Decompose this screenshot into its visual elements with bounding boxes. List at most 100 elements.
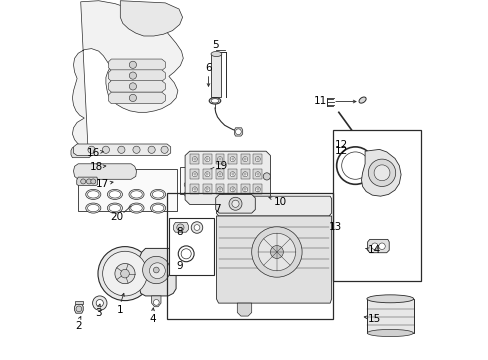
Ellipse shape: [129, 203, 144, 213]
Circle shape: [129, 94, 136, 102]
Ellipse shape: [152, 204, 163, 212]
Circle shape: [258, 233, 295, 271]
Bar: [366, 299, 413, 333]
Text: 14: 14: [367, 245, 381, 255]
Ellipse shape: [129, 189, 144, 199]
Bar: [168, 218, 213, 275]
Circle shape: [81, 179, 85, 184]
Ellipse shape: [184, 191, 193, 197]
Bar: [215, 154, 224, 164]
Circle shape: [367, 159, 395, 186]
Ellipse shape: [150, 189, 165, 199]
Circle shape: [242, 157, 247, 162]
Bar: [167, 193, 332, 319]
Circle shape: [121, 269, 129, 278]
Ellipse shape: [130, 204, 142, 212]
Circle shape: [242, 187, 247, 192]
Circle shape: [230, 157, 235, 162]
Polygon shape: [139, 248, 176, 296]
Text: 2: 2: [76, 321, 82, 331]
Polygon shape: [108, 81, 165, 92]
Circle shape: [255, 172, 260, 177]
Circle shape: [192, 187, 197, 192]
Circle shape: [228, 197, 242, 210]
Polygon shape: [73, 144, 170, 156]
Bar: [241, 154, 249, 164]
Polygon shape: [237, 303, 251, 316]
Circle shape: [204, 157, 209, 162]
Bar: [211, 54, 221, 97]
Ellipse shape: [366, 329, 412, 337]
Circle shape: [192, 157, 197, 162]
Circle shape: [149, 263, 165, 279]
Circle shape: [92, 296, 107, 310]
Bar: [241, 169, 249, 179]
Text: 15: 15: [367, 314, 381, 324]
Ellipse shape: [184, 181, 193, 188]
Circle shape: [204, 187, 209, 192]
Circle shape: [255, 157, 260, 162]
Bar: [215, 169, 224, 179]
Circle shape: [373, 165, 389, 181]
Ellipse shape: [107, 189, 122, 199]
Circle shape: [153, 267, 159, 273]
Bar: [228, 154, 237, 164]
Circle shape: [86, 179, 91, 184]
Circle shape: [142, 256, 170, 284]
Circle shape: [204, 172, 209, 177]
Polygon shape: [234, 128, 242, 136]
Circle shape: [98, 247, 152, 301]
Circle shape: [96, 300, 103, 307]
Bar: [332, 130, 420, 281]
Ellipse shape: [211, 51, 222, 57]
Bar: [190, 169, 199, 179]
Text: 3: 3: [95, 308, 102, 318]
Circle shape: [129, 72, 136, 79]
Polygon shape: [108, 92, 165, 104]
Circle shape: [263, 173, 270, 180]
Polygon shape: [216, 216, 331, 303]
Bar: [190, 154, 199, 164]
Circle shape: [102, 251, 147, 296]
Circle shape: [153, 300, 159, 305]
Ellipse shape: [107, 203, 122, 213]
Text: 13: 13: [328, 222, 341, 232]
Circle shape: [230, 187, 235, 192]
Polygon shape: [108, 70, 165, 81]
Circle shape: [217, 187, 222, 192]
Ellipse shape: [150, 203, 165, 213]
Circle shape: [378, 243, 385, 249]
Circle shape: [255, 187, 260, 192]
Text: 18: 18: [89, 162, 102, 172]
Text: 16: 16: [86, 148, 100, 158]
Polygon shape: [185, 151, 270, 204]
Ellipse shape: [109, 191, 121, 198]
Bar: [253, 184, 262, 194]
Bar: [203, 154, 211, 164]
Polygon shape: [216, 196, 331, 216]
Polygon shape: [108, 59, 165, 71]
Bar: [228, 169, 237, 179]
Circle shape: [217, 157, 222, 162]
Circle shape: [91, 179, 96, 184]
Circle shape: [118, 146, 125, 153]
Circle shape: [88, 146, 95, 153]
Polygon shape: [173, 222, 188, 232]
Circle shape: [133, 146, 140, 153]
Circle shape: [129, 83, 136, 90]
Ellipse shape: [87, 204, 99, 212]
Polygon shape: [120, 1, 182, 36]
Bar: [203, 169, 211, 179]
Circle shape: [217, 172, 222, 177]
Circle shape: [251, 227, 302, 277]
Ellipse shape: [87, 191, 99, 198]
Bar: [241, 184, 249, 194]
Circle shape: [161, 146, 168, 153]
Bar: [253, 154, 262, 164]
Text: 12: 12: [334, 140, 347, 150]
Circle shape: [191, 222, 203, 233]
Circle shape: [270, 246, 283, 258]
Polygon shape: [215, 194, 255, 213]
Bar: [78, 169, 177, 211]
Circle shape: [371, 243, 377, 249]
